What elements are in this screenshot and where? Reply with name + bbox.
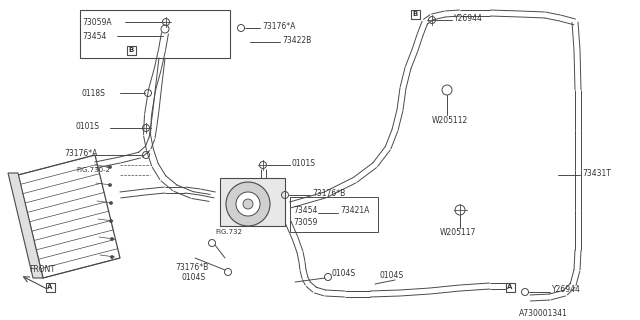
Text: B: B bbox=[129, 47, 134, 53]
Bar bbox=[506, 283, 515, 292]
Text: 73454: 73454 bbox=[293, 205, 317, 214]
Polygon shape bbox=[18, 155, 120, 278]
Bar bbox=[290, 197, 378, 232]
Text: W205117: W205117 bbox=[440, 228, 476, 236]
Polygon shape bbox=[8, 173, 43, 278]
Text: 73176*B: 73176*B bbox=[175, 263, 208, 273]
Circle shape bbox=[109, 202, 113, 204]
Text: 73454: 73454 bbox=[82, 31, 106, 41]
Text: A: A bbox=[508, 284, 513, 290]
Text: 73059: 73059 bbox=[293, 218, 317, 227]
Text: B: B bbox=[412, 11, 418, 17]
Bar bbox=[220, 178, 285, 226]
Text: 0118S: 0118S bbox=[82, 89, 106, 98]
Circle shape bbox=[109, 220, 113, 222]
Text: A730001341: A730001341 bbox=[519, 309, 568, 318]
Text: 0101S: 0101S bbox=[292, 158, 316, 167]
Text: FIG.732: FIG.732 bbox=[215, 229, 242, 235]
Text: 73176*A: 73176*A bbox=[262, 21, 296, 30]
Circle shape bbox=[236, 192, 260, 216]
Text: Y26944: Y26944 bbox=[552, 285, 581, 294]
Text: 73431T: 73431T bbox=[582, 169, 611, 178]
Circle shape bbox=[109, 183, 111, 187]
Text: Y26944: Y26944 bbox=[454, 13, 483, 22]
Text: 73176*A: 73176*A bbox=[64, 148, 97, 157]
Text: FRONT: FRONT bbox=[29, 266, 55, 275]
Circle shape bbox=[243, 199, 253, 209]
Bar bbox=[80, 10, 230, 58]
Circle shape bbox=[226, 182, 270, 226]
Circle shape bbox=[111, 237, 113, 241]
Text: FIG.730-2: FIG.730-2 bbox=[76, 167, 110, 173]
Circle shape bbox=[109, 165, 111, 169]
Text: 73421A: 73421A bbox=[340, 205, 369, 214]
Text: 73422B: 73422B bbox=[282, 36, 311, 44]
Bar bbox=[410, 10, 419, 19]
Bar bbox=[45, 283, 54, 292]
Bar bbox=[127, 45, 136, 54]
Circle shape bbox=[111, 255, 113, 259]
Text: 0104S: 0104S bbox=[332, 269, 356, 278]
Text: 73176*B: 73176*B bbox=[312, 188, 345, 197]
Text: 73059A: 73059A bbox=[82, 18, 111, 27]
Text: 0104S: 0104S bbox=[380, 271, 404, 281]
Text: A: A bbox=[47, 284, 52, 290]
Text: W205112: W205112 bbox=[432, 116, 468, 124]
Text: 0104S: 0104S bbox=[182, 274, 206, 283]
Text: 0101S: 0101S bbox=[75, 122, 99, 131]
